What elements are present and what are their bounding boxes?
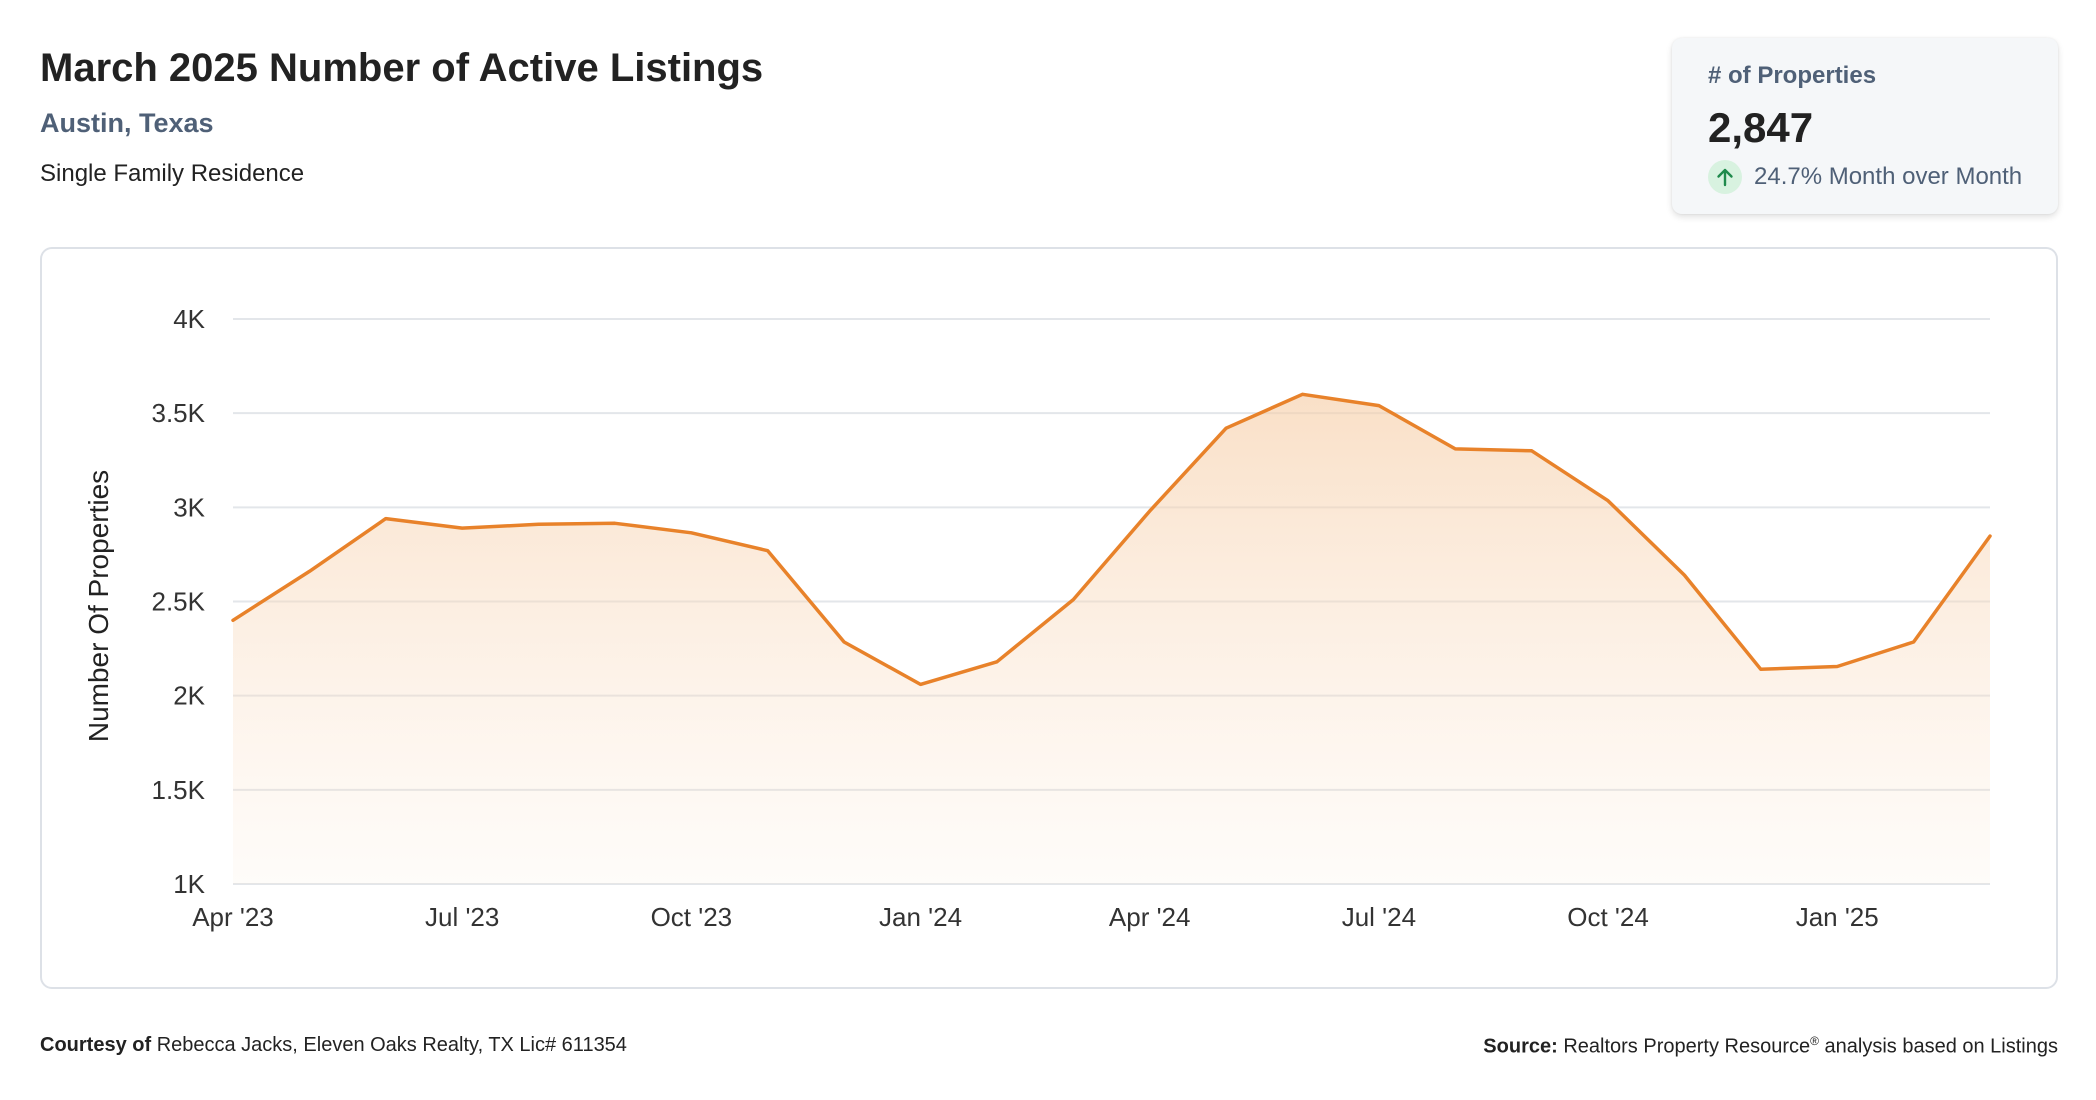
data-point[interactable]	[991, 656, 1003, 668]
page-title: March 2025 Number of Active Listings	[40, 46, 764, 90]
source-label: Source:	[1483, 1035, 1558, 1058]
data-point[interactable]	[1755, 663, 1767, 675]
properties-stat-card: # of Properties 2,847 24.7% Month over M…	[1672, 38, 2058, 214]
x-tick-label: Jan '24	[879, 902, 962, 932]
y-axis-label: Number Of Properties	[83, 470, 114, 742]
data-point[interactable]	[1984, 530, 1996, 542]
data-point[interactable]	[1602, 495, 1614, 507]
stat-label: # of Properties	[1708, 62, 1877, 89]
source-footer: Source: Realtors Property Resource® anal…	[1483, 1034, 2058, 1059]
area-fill	[233, 394, 1990, 884]
data-point[interactable]	[1144, 505, 1156, 517]
data-point[interactable]	[1449, 443, 1461, 455]
location-label: Austin, Texas	[40, 108, 214, 138]
data-point[interactable]	[1526, 445, 1538, 457]
courtesy-footer: Courtesy of Rebecca Jacks, Eleven Oaks R…	[40, 1034, 627, 1057]
y-tick-label: 3.5K	[152, 398, 206, 428]
y-tick-label: 1K	[173, 869, 205, 899]
y-tick-label: 2K	[173, 681, 205, 711]
data-point[interactable]	[685, 527, 697, 539]
y-tick-label: 1.5K	[152, 775, 206, 805]
stat-change-text: 24.7% Month over Month	[1754, 163, 2023, 190]
x-tick-label: Jan '25	[1796, 902, 1879, 932]
property-type-label: Single Family Residence	[40, 160, 305, 187]
x-tick-label: Apr '24	[1109, 902, 1191, 932]
data-point[interactable]	[762, 545, 774, 557]
data-point[interactable]	[609, 517, 621, 529]
registered-mark: ®	[1810, 1034, 1819, 1048]
data-point[interactable]	[1296, 388, 1308, 400]
courtesy-label: Courtesy of	[40, 1034, 152, 1056]
data-point[interactable]	[456, 522, 468, 534]
data-point[interactable]	[1678, 569, 1690, 581]
source-text: Realtors Property Resource	[1563, 1035, 1811, 1058]
data-point[interactable]	[915, 678, 927, 690]
data-point[interactable]	[303, 565, 315, 577]
x-tick-label: Oct '24	[1567, 902, 1649, 932]
x-tick-label: Apr '23	[192, 902, 274, 932]
arrow-up-icon	[1708, 160, 1742, 194]
chart-panel: 1K 1.5K 2K 2.5K 3K 3.5K 4K Apr '23 Jul '23 Oct '…	[40, 247, 2058, 989]
data-point[interactable]	[1908, 636, 1920, 648]
data-point[interactable]	[838, 636, 850, 648]
x-tick-label: Oct '23	[651, 902, 733, 932]
y-tick-label: 2.5K	[152, 587, 206, 617]
data-point[interactable]	[1373, 400, 1385, 412]
stat-value: 2,847	[1708, 104, 1814, 151]
x-tick-label: Jul '24	[1342, 902, 1416, 932]
series-line	[231, 392, 1992, 687]
data-point[interactable]	[1831, 660, 1843, 672]
source-text-suffix: analysis based on Listings	[1818, 1035, 2059, 1058]
data-point[interactable]	[533, 518, 545, 530]
stat-change: 24.7% Month over Month	[1708, 160, 2022, 194]
x-tick-label: Jul '23	[425, 902, 499, 932]
active-listings-chart: 1K 1.5K 2K 2.5K 3K 3.5K 4K Apr '23 Jul '23 Oct '…	[83, 304, 1996, 932]
data-point[interactable]	[1220, 422, 1232, 434]
y-tick-label: 4K	[173, 304, 205, 334]
y-tick-label: 3K	[173, 492, 205, 522]
data-point[interactable]	[227, 614, 239, 626]
courtesy-text: Rebecca Jacks, Eleven Oaks Realty, TX Li…	[156, 1034, 627, 1056]
data-point[interactable]	[380, 513, 392, 525]
data-point[interactable]	[1067, 594, 1079, 606]
